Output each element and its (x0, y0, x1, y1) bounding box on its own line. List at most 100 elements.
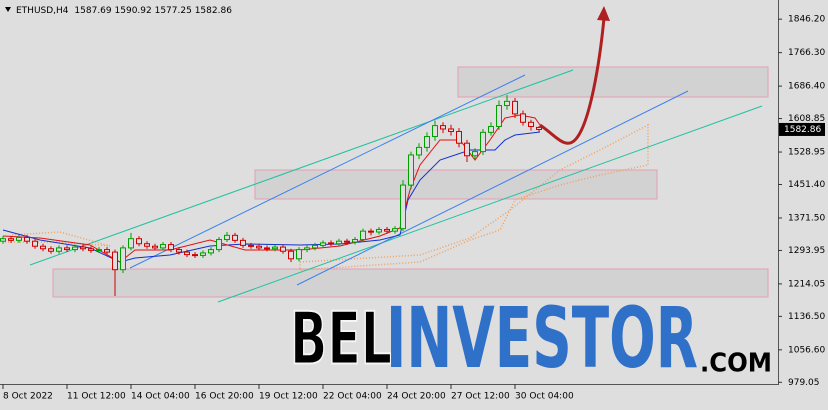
price-tag (779, 122, 825, 136)
candle-body (192, 254, 198, 257)
candle-body (368, 230, 374, 233)
candle-body (456, 130, 462, 144)
close-value: 1582.86 (195, 6, 232, 16)
candle-body (328, 242, 334, 245)
candle-body (176, 249, 182, 253)
brand-text: INVESTOR (386, 289, 698, 387)
ichimoku-cloud (299, 123, 649, 271)
candle-body (520, 113, 526, 123)
candle-body (504, 100, 510, 107)
candle-body (264, 247, 270, 250)
candle-body (472, 151, 478, 157)
brand-text: .COM (700, 349, 772, 379)
channel-line (296, 90, 689, 286)
forecast-arrow (539, 17, 606, 145)
candle-body (232, 234, 238, 241)
candle-body (120, 247, 126, 271)
symbol: ETHUSD,H4 (16, 6, 69, 16)
arrow-head (597, 6, 610, 21)
candle-body (288, 250, 294, 260)
candle-body (352, 239, 358, 243)
candle-body (400, 184, 406, 230)
candle-body (152, 245, 158, 249)
menu-triangle (5, 7, 11, 12)
candle-body (408, 154, 414, 186)
candle-body (16, 236, 22, 241)
candle-body (512, 100, 518, 115)
candle-body (296, 249, 302, 260)
resistance-zone (457, 66, 769, 98)
candle-body (160, 244, 166, 249)
candle-body (224, 234, 230, 241)
candle-body (256, 245, 262, 249)
y-tick-label: 1371.50 (788, 213, 825, 223)
candle-body (184, 251, 190, 256)
plot-area (0, 6, 769, 303)
candle-body (8, 238, 14, 241)
candle-body (240, 239, 246, 246)
y-tick-label: 979.05 (788, 378, 820, 388)
x-tick-label: 19 Oct 12:00 (259, 392, 318, 402)
candle-body (136, 238, 142, 245)
candle-body (88, 248, 94, 251)
y-tick-label: 1214.05 (788, 279, 825, 289)
y-tick-label: 1451.40 (788, 180, 825, 190)
candle-body (344, 240, 350, 243)
candle-body (376, 228, 382, 233)
candle-body (48, 248, 54, 252)
candle-body (424, 136, 430, 148)
candle-body (488, 125, 494, 133)
axes: 979.05 1056.60 1136.50 1214.05 1293.95 1371.5… (2, 15, 825, 402)
y-tick-label: 1846.20 (788, 15, 825, 25)
candle-body (168, 244, 174, 251)
y-tick-label: 1136.50 (788, 312, 825, 322)
header: ETHUSD,H4 1587.69 1590.92 1577.25 1582.8… (16, 6, 232, 16)
brand-text: BEL (290, 297, 392, 381)
candle-body (336, 240, 342, 245)
candle-body (248, 244, 254, 247)
candle-body (432, 125, 438, 138)
candle-body (216, 239, 222, 251)
candle-body (448, 128, 454, 132)
candle-body (80, 246, 86, 250)
ichimoku-cloud (5, 231, 111, 247)
x-tick-label: 30 Oct 04:00 (515, 392, 574, 402)
candle-body (208, 249, 214, 254)
candle-body (480, 131, 486, 153)
y-tick-label: 1766.30 (788, 48, 825, 58)
y-tick-label: 1608.85 (788, 114, 825, 124)
candle-body (128, 238, 134, 249)
candle-body (56, 247, 62, 252)
x-tick-label: 22 Oct 04:00 (323, 392, 382, 402)
candle-body (416, 146, 422, 156)
y-tick-label: 1528.95 (788, 148, 825, 158)
candle-body (96, 249, 102, 252)
candle-body (496, 105, 502, 127)
candle-body (280, 246, 286, 252)
candle-body (0, 238, 6, 242)
open-value: 1587.69 (74, 6, 111, 16)
candle-body (320, 242, 326, 246)
candle-body (392, 228, 398, 232)
candle-body (528, 121, 534, 127)
candle-body (304, 247, 310, 251)
watermark: BEL INVESTOR .COM (289, 289, 772, 387)
candle-body (272, 246, 278, 250)
candle-body (40, 245, 46, 250)
candle-body (32, 240, 38, 247)
support-zone (52, 268, 769, 298)
y-tick-label: 1056.60 (788, 345, 825, 355)
x-tick-label: 11 Oct 12:00 (67, 392, 126, 402)
candle-body (144, 243, 150, 247)
channel-line (129, 74, 526, 269)
channel-line (217, 105, 763, 303)
y-tick-label: 1293.95 (788, 246, 825, 256)
x-tick-label: 24 Oct 20:00 (387, 392, 446, 402)
candle-body (312, 244, 318, 249)
low-value: 1577.25 (155, 6, 192, 16)
channel-line (29, 69, 574, 266)
candle-body (64, 247, 70, 251)
candle-body (200, 252, 206, 256)
candle-body (464, 142, 470, 157)
candle-body (440, 125, 446, 130)
